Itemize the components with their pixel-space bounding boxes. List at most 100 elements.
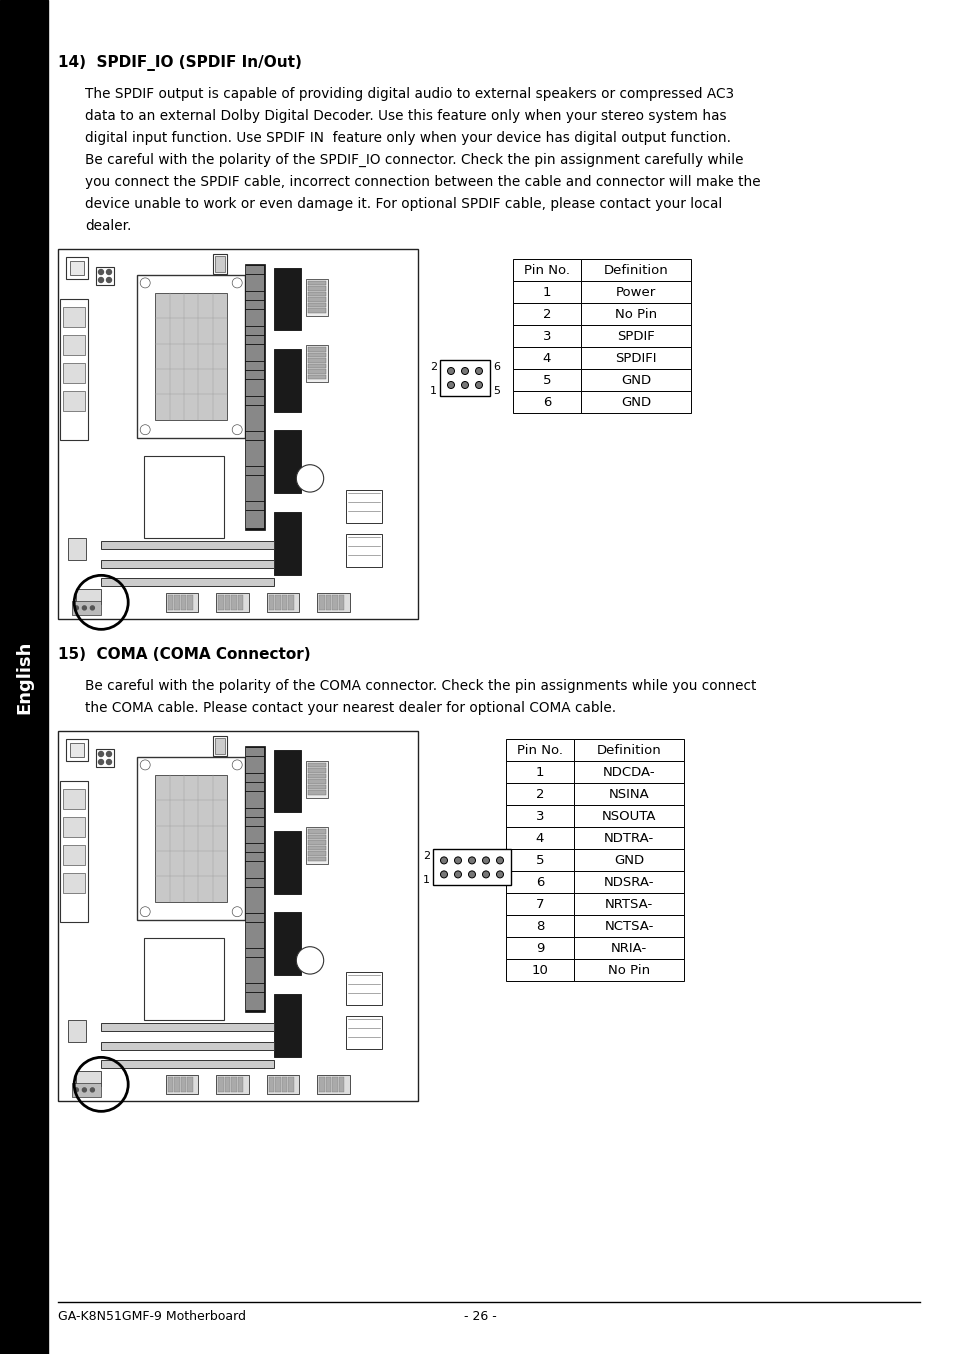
Text: the COMA cable. Please contact your nearest dealer for optional COMA cable.: the COMA cable. Please contact your near…: [85, 701, 616, 715]
Text: 1: 1: [542, 286, 551, 298]
Text: No Pin: No Pin: [615, 307, 657, 321]
Bar: [574, 761, 683, 783]
Bar: [308, 857, 326, 861]
Bar: [60, 299, 88, 440]
Circle shape: [454, 857, 461, 864]
Bar: [325, 596, 331, 609]
Bar: [275, 1076, 280, 1091]
Bar: [505, 761, 574, 783]
Text: NSOUTA: NSOUTA: [601, 810, 656, 822]
Circle shape: [454, 871, 461, 877]
Bar: [274, 349, 301, 412]
Bar: [346, 1016, 381, 1049]
Bar: [72, 1082, 101, 1097]
Bar: [308, 829, 326, 834]
Bar: [505, 959, 574, 982]
Bar: [168, 596, 173, 609]
Bar: [218, 1076, 224, 1091]
Bar: [505, 871, 574, 894]
Text: 2: 2: [542, 307, 551, 321]
Bar: [246, 275, 264, 283]
Bar: [439, 360, 490, 395]
Text: Definition: Definition: [596, 743, 660, 757]
Text: 5: 5: [493, 386, 499, 395]
Bar: [246, 292, 264, 301]
Bar: [580, 282, 690, 303]
Text: 2: 2: [430, 362, 436, 372]
Bar: [155, 774, 227, 902]
Bar: [60, 781, 88, 922]
Bar: [232, 596, 236, 609]
Bar: [237, 1076, 243, 1091]
Bar: [274, 913, 301, 975]
Bar: [308, 852, 326, 856]
Bar: [306, 279, 328, 315]
Bar: [574, 937, 683, 959]
Bar: [316, 593, 349, 612]
Bar: [281, 596, 287, 609]
Bar: [246, 932, 264, 940]
Bar: [574, 871, 683, 894]
Bar: [216, 593, 249, 612]
Bar: [144, 456, 223, 538]
Bar: [246, 835, 264, 844]
Bar: [505, 915, 574, 937]
Bar: [274, 512, 301, 574]
Circle shape: [140, 425, 150, 435]
Bar: [505, 783, 574, 806]
Bar: [306, 345, 328, 382]
Bar: [332, 596, 337, 609]
Bar: [137, 757, 245, 919]
Bar: [308, 286, 326, 291]
Bar: [187, 1076, 193, 1091]
Bar: [267, 1075, 299, 1094]
Bar: [246, 906, 264, 914]
Circle shape: [447, 367, 454, 375]
Bar: [68, 538, 86, 559]
Bar: [288, 596, 294, 609]
Bar: [66, 739, 88, 761]
Bar: [246, 475, 264, 483]
Bar: [166, 593, 198, 612]
Bar: [306, 827, 328, 864]
Bar: [346, 972, 381, 1005]
Bar: [246, 397, 264, 405]
Bar: [58, 731, 417, 1101]
Bar: [246, 967, 264, 975]
Bar: [66, 257, 88, 279]
Bar: [101, 1060, 274, 1068]
Bar: [225, 596, 230, 609]
Circle shape: [82, 605, 87, 609]
Text: data to an external Dolby Digital Decoder. Use this feature only when your stere: data to an external Dolby Digital Decode…: [85, 110, 726, 123]
Bar: [308, 280, 326, 286]
Text: you connect the SPDIF cable, incorrect connection between the cable and connecto: you connect the SPDIF cable, incorrect c…: [85, 175, 760, 190]
Bar: [505, 894, 574, 915]
Text: The SPDIF output is capable of providing digital audio to external speakers or c: The SPDIF output is capable of providing…: [85, 87, 734, 102]
Bar: [166, 1075, 198, 1094]
Text: SPDIF: SPDIF: [617, 329, 654, 343]
Bar: [246, 871, 264, 879]
Bar: [96, 749, 113, 766]
Bar: [574, 806, 683, 827]
Bar: [68, 1020, 86, 1041]
Bar: [246, 896, 264, 904]
Bar: [214, 738, 225, 754]
Bar: [246, 888, 264, 896]
Bar: [513, 391, 580, 413]
Bar: [246, 432, 264, 440]
Bar: [574, 783, 683, 806]
Bar: [232, 1076, 236, 1091]
Bar: [246, 318, 264, 326]
Bar: [246, 389, 264, 397]
Bar: [308, 291, 326, 297]
Bar: [246, 310, 264, 318]
Bar: [574, 894, 683, 915]
Text: Pin No.: Pin No.: [523, 264, 569, 276]
Bar: [346, 490, 381, 523]
Bar: [101, 542, 274, 550]
Bar: [246, 493, 264, 501]
Bar: [580, 259, 690, 282]
Text: NDTRA-: NDTRA-: [603, 831, 654, 845]
Bar: [246, 283, 264, 291]
Circle shape: [232, 425, 242, 435]
